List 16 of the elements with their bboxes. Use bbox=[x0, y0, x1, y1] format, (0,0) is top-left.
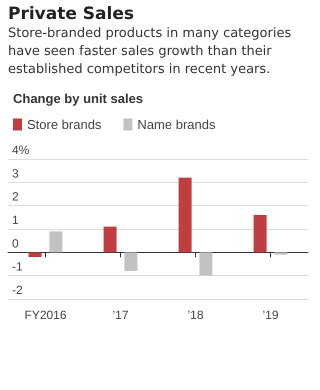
y-tick-label: 3 bbox=[12, 166, 19, 180]
x-tick-label: FY2016 bbox=[24, 308, 67, 322]
y-tick-label: 2 bbox=[12, 190, 19, 204]
chart-title: Private Sales bbox=[8, 4, 135, 24]
legend-label: Name brands bbox=[137, 117, 216, 132]
x-tick-label: ’18 bbox=[187, 308, 204, 322]
chart-subtitle: Store-branded products in many categories have seen faster sales growth than their established competitors in recent years. bbox=[8, 25, 292, 79]
y-tick-label: 0 bbox=[12, 236, 19, 250]
y-tick-label: -2 bbox=[12, 283, 23, 297]
legend-label: Store brands bbox=[27, 117, 102, 132]
y-tick-label: 4% bbox=[12, 143, 30, 157]
y-tick-label: 1 bbox=[12, 213, 19, 227]
x-tick-label: ’19 bbox=[262, 308, 279, 322]
y-tick-label: -1 bbox=[12, 260, 23, 274]
y-axis-title: Change by unit sales bbox=[13, 91, 144, 106]
x-tick-label: ’17 bbox=[112, 308, 129, 322]
